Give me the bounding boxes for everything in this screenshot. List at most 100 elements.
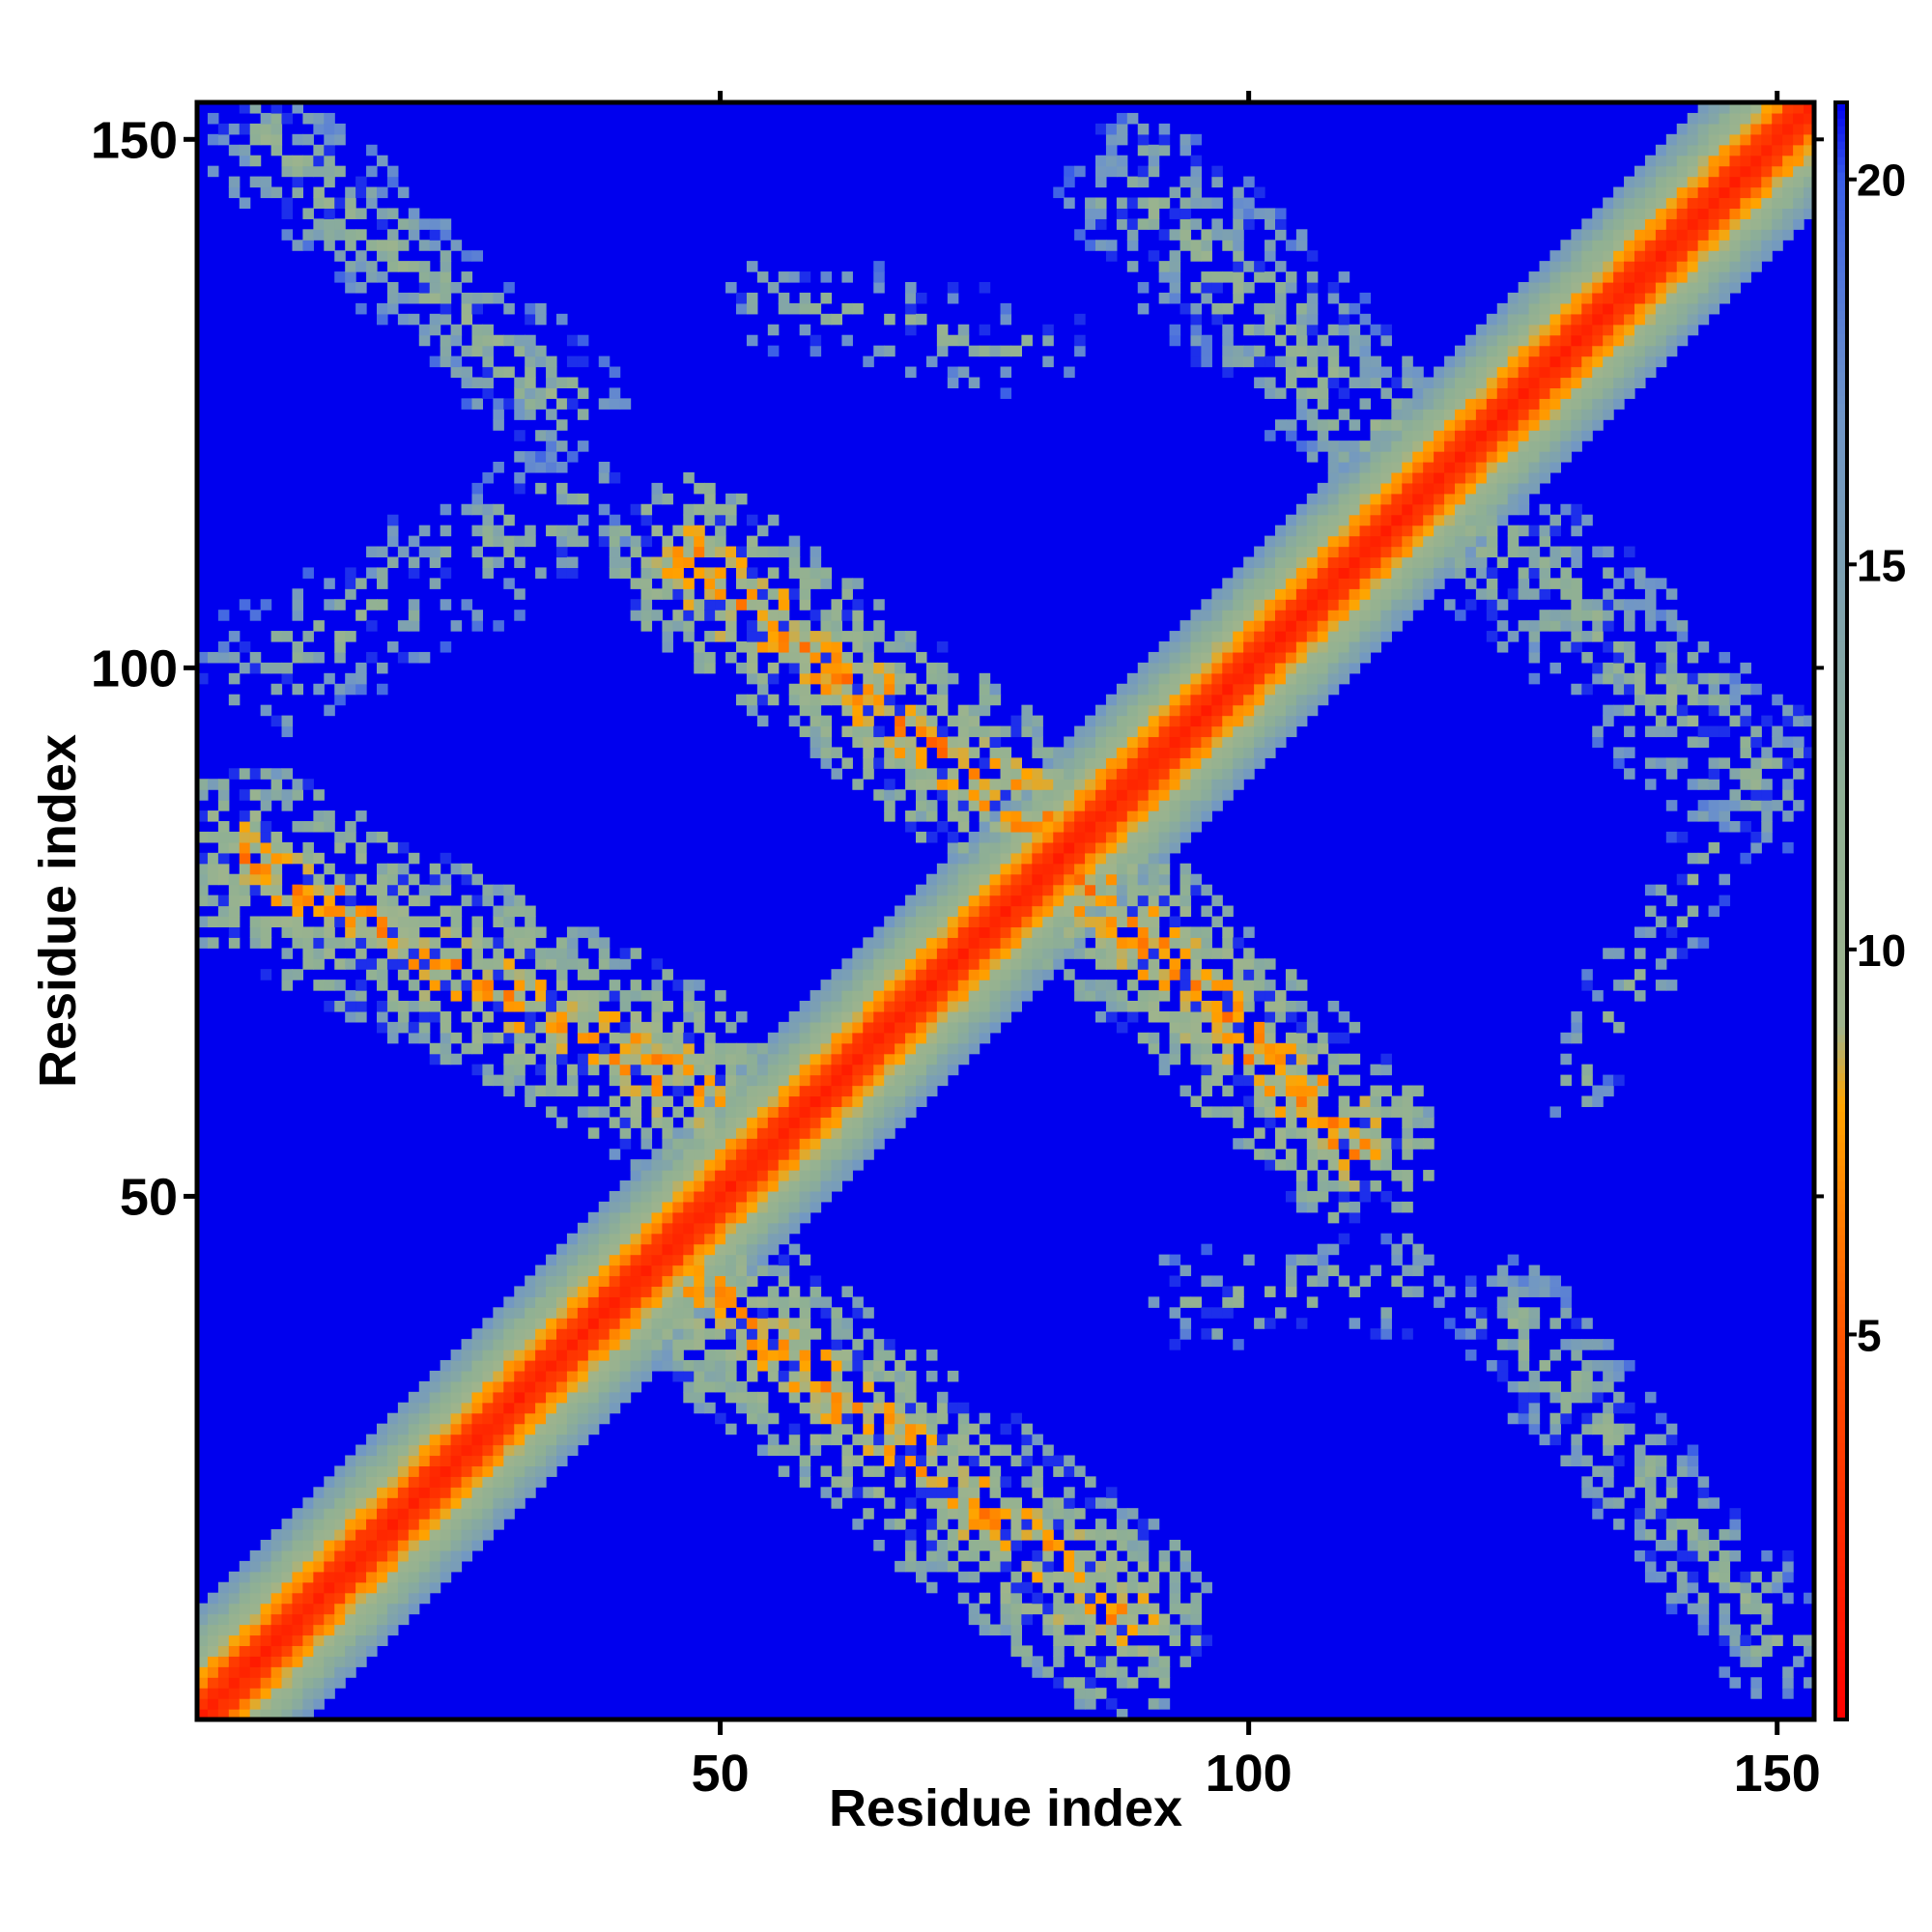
heatmap-cell	[736, 1085, 748, 1097]
heatmap-cell	[968, 1540, 980, 1551]
heatmap-cell	[1264, 1010, 1276, 1023]
heatmap-cell	[217, 905, 230, 918]
heatmap-cell	[408, 1497, 420, 1509]
heatmap-cell	[1264, 683, 1276, 696]
heatmap-cell	[1264, 208, 1276, 219]
heatmap-cell	[884, 948, 895, 959]
heatmap-cell	[841, 271, 853, 283]
heatmap-cell	[1053, 768, 1065, 780]
heatmap-cell	[968, 1021, 980, 1034]
heatmap-cell	[1338, 440, 1350, 452]
heatmap-cell	[895, 1476, 906, 1488]
heatmap-cell	[810, 1159, 822, 1171]
heatmap-cell	[482, 990, 494, 1002]
heatmap-cell	[1233, 1001, 1244, 1012]
heatmap-cell	[1148, 704, 1160, 717]
heatmap-cell	[1074, 1698, 1086, 1710]
heatmap-cell	[1338, 1117, 1350, 1128]
heatmap-cell	[313, 144, 325, 156]
heatmap-cell	[408, 916, 420, 928]
heatmap-cell	[1254, 715, 1265, 727]
heatmap-cell	[366, 186, 378, 199]
heatmap-cell	[1074, 916, 1086, 928]
heatmap-cell	[228, 884, 241, 896]
heatmap-cell	[345, 916, 356, 928]
heatmap-cell	[566, 1296, 579, 1308]
heatmap-cell	[1243, 662, 1255, 674]
heatmap-cell	[609, 398, 621, 410]
heatmap-cell	[556, 1085, 568, 1097]
heatmap-cell	[217, 1645, 230, 1657]
heatmap-cell	[630, 1222, 642, 1235]
heatmap-cell	[228, 873, 241, 886]
heatmap-cell	[619, 990, 632, 1002]
heatmap-cell	[1000, 1540, 1012, 1551]
heatmap-cell	[1105, 1698, 1118, 1710]
heatmap-cell	[1327, 578, 1340, 589]
heatmap-cell	[1222, 1085, 1234, 1097]
heatmap-cell	[324, 229, 335, 241]
heatmap-cell	[1158, 789, 1171, 801]
heatmap-cell	[1201, 355, 1212, 368]
heatmap-cell	[619, 1286, 632, 1297]
heatmap-cell	[587, 1339, 600, 1350]
heatmap-cell	[1306, 1042, 1319, 1055]
heatmap-cell	[197, 1624, 209, 1636]
heatmap-cell	[799, 1170, 811, 1181]
heatmap-cell	[651, 1254, 664, 1266]
heatmap-cell	[503, 514, 515, 526]
heatmap-cell	[1148, 1519, 1160, 1530]
heatmap-cell	[651, 1211, 664, 1224]
heatmap-cell	[1179, 873, 1192, 886]
heatmap-cell	[989, 1021, 1002, 1034]
heatmap-cell	[566, 926, 579, 938]
heatmap-cell	[820, 1032, 833, 1044]
heatmap-cell	[1190, 873, 1203, 886]
heatmap-cell	[1148, 841, 1160, 854]
heatmap-cell	[619, 1211, 632, 1224]
heatmap-cell	[968, 704, 980, 717]
heatmap-cell	[1264, 1053, 1276, 1065]
heatmap-cell	[1000, 1581, 1012, 1594]
heatmap-cell	[587, 937, 600, 949]
heatmap-cell	[778, 1042, 790, 1055]
heatmap-cell	[767, 1085, 780, 1097]
heatmap-cell	[609, 1370, 621, 1382]
heatmap-cell	[1254, 1021, 1265, 1034]
heatmap-cell	[947, 884, 959, 896]
heatmap-cell	[704, 514, 716, 526]
heatmap-cell	[968, 969, 980, 980]
heatmap-cell	[925, 990, 938, 1002]
heatmap-cell	[778, 1074, 790, 1087]
heatmap-cell	[895, 926, 906, 938]
heatmap-cell	[514, 905, 526, 918]
heatmap-cell	[799, 1032, 811, 1044]
heatmap-cell	[207, 1698, 219, 1710]
heatmap-cell	[609, 1391, 621, 1404]
heatmap-cell	[217, 133, 230, 146]
heatmap-cell	[746, 1190, 758, 1203]
heatmap-cell	[957, 958, 970, 970]
heatmap-cell	[1126, 863, 1139, 875]
heatmap-cell	[1264, 1149, 1276, 1160]
heatmap-cell	[1010, 768, 1023, 780]
heatmap-cell	[418, 1391, 431, 1404]
heatmap-cell	[831, 1370, 843, 1382]
heatmap-cell	[324, 1603, 335, 1615]
heatmap-cell	[640, 1243, 653, 1256]
heatmap-cell	[863, 990, 874, 1002]
heatmap-cell	[916, 1064, 927, 1076]
heatmap-cell	[1233, 250, 1244, 262]
heatmap-cell	[1105, 1549, 1118, 1562]
heatmap-cell	[1285, 1264, 1297, 1277]
heatmap-cell	[482, 895, 494, 907]
heatmap-cell	[767, 1222, 780, 1235]
heatmap-cell	[386, 1592, 399, 1605]
heatmap-cell	[514, 1487, 526, 1498]
heatmap-cell	[207, 651, 219, 664]
heatmap-cell	[1000, 747, 1012, 758]
heatmap-cell	[957, 725, 970, 738]
heatmap-cell	[704, 1328, 716, 1340]
heatmap-cell	[788, 1328, 801, 1340]
heatmap-cell	[820, 1350, 833, 1361]
